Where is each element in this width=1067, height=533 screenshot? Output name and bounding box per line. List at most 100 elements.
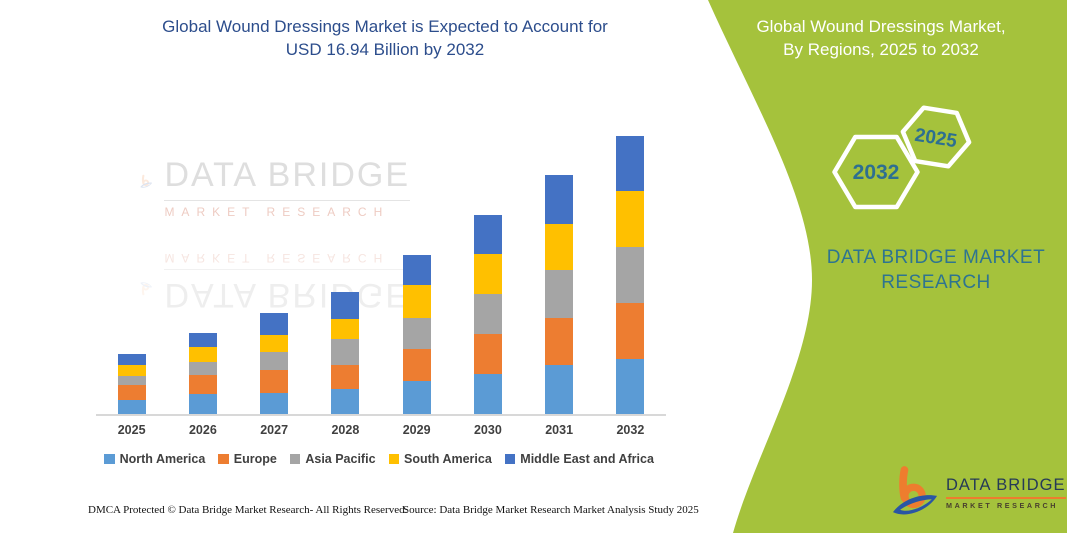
bar-segment <box>331 318 360 339</box>
brand-text-line2: RESEARCH <box>881 271 991 293</box>
page-title: Global Wound Dressings Market is Expecte… <box>88 16 682 62</box>
bar-segment <box>331 364 360 389</box>
hexagon-badges: 2032 2025 <box>832 105 972 210</box>
bar-segment <box>545 269 574 318</box>
bar-segment <box>117 385 146 401</box>
bar-segment <box>402 349 431 382</box>
legend-label: Middle East and Africa <box>520 452 654 466</box>
hexagon-2025-label: 2025 <box>913 125 958 152</box>
bar-segment <box>473 293 502 334</box>
bar-segment <box>188 394 217 414</box>
legend-swatch <box>388 453 400 465</box>
side-panel-brand-text: DATA BRIDGE MARKET RESEARCH <box>808 246 1064 295</box>
bar-segment <box>188 333 217 348</box>
bar-segment <box>260 313 289 335</box>
legend-label: Asia Pacific <box>305 452 376 466</box>
footer-copyright: DMCA Protected © Data Bridge Market Rese… <box>88 504 408 516</box>
hexagon-2025: 2025 <box>900 105 972 169</box>
bar-segment <box>188 347 217 363</box>
x-axis-label: 2031 <box>545 423 574 437</box>
bar-segment <box>117 353 146 366</box>
bar-segment <box>402 381 431 414</box>
side-panel-title-line2: By Regions, 2025 to 2032 <box>783 39 979 59</box>
bar-segment <box>473 333 502 374</box>
x-axis-line <box>96 414 666 416</box>
watermark-subtitle: MARKET RESEARCH <box>164 205 390 219</box>
x-axis-labels: 2025 2026 2027 2028 2029 2030 2031 2032 <box>96 423 666 439</box>
legend-item: North America <box>104 452 205 466</box>
bar-segment <box>616 191 645 248</box>
dbmr-logo-name: DATA BRIDGE <box>946 476 1066 495</box>
bar-2032 <box>616 136 645 414</box>
bar-segment <box>331 388 360 414</box>
x-axis-label: 2030 <box>473 423 502 437</box>
chart-plot-area <box>96 118 666 414</box>
bar-segment <box>331 338 360 365</box>
bar-2030 <box>473 215 502 414</box>
side-panel-title-line1: Global Wound Dressings Market, <box>756 17 1006 36</box>
legend-swatch <box>504 453 516 465</box>
x-axis-label: 2029 <box>402 423 431 437</box>
bar-segment <box>545 175 574 224</box>
legend-item: Middle East and Africa <box>504 452 654 466</box>
x-axis-label: 2026 <box>188 423 217 437</box>
bar-segment <box>260 370 289 394</box>
bar-segment <box>117 365 146 377</box>
bar-segment <box>188 362 217 376</box>
watermark: DATA BRIDGE MARKET RESEARCH <box>140 134 410 230</box>
bar-segment <box>260 334 289 353</box>
x-axis-label: 2028 <box>331 423 360 437</box>
legend-swatch <box>218 453 229 465</box>
bar-2025 <box>117 353 146 414</box>
dbmr-logo-divider <box>946 497 1066 499</box>
bar-2027 <box>260 313 289 414</box>
bar-segment <box>545 365 574 414</box>
hexagon-2032-label: 2032 <box>853 161 900 184</box>
bar-segment <box>188 375 217 395</box>
bar-segment <box>545 223 574 270</box>
bar-2028 <box>331 292 360 414</box>
legend-label: South America <box>404 452 492 466</box>
brand-text-line1: DATA BRIDGE MARKET <box>826 247 1046 268</box>
bar-segment <box>260 352 289 371</box>
bar-2031 <box>545 175 574 414</box>
page-title-line1: Global Wound Dressings Market is Expecte… <box>162 17 608 36</box>
page-title-line2: USD 16.94 Billion by 2032 <box>285 39 485 59</box>
legend-swatch <box>104 453 115 465</box>
bar-segment <box>331 292 360 319</box>
bar-segment <box>260 393 289 414</box>
bar-2029 <box>402 254 431 414</box>
chart-legend: North America Europe Asia Pacific South Ame… <box>88 452 670 466</box>
bar-segment <box>545 317 574 366</box>
hexagon-2032: 2032 <box>832 134 920 210</box>
bar-segment <box>473 373 502 414</box>
legend-item: Asia Pacific <box>289 452 376 466</box>
watermark-main: DATA BRIDGE MARKET RESEARCH <box>140 134 410 230</box>
bar-segment <box>117 400 146 414</box>
bar-segment <box>402 284 431 319</box>
bar-segment <box>402 254 431 285</box>
bar-segment <box>616 302 645 360</box>
x-axis-label: 2032 <box>616 423 645 437</box>
legend-item: Europe <box>218 452 277 466</box>
bar-segment <box>616 136 645 192</box>
legend-item: South America <box>388 452 492 466</box>
x-axis-label: 2027 <box>260 423 289 437</box>
dbmr-logo-subtitle: MARKET RESEARCH <box>946 500 1059 510</box>
bar-segment <box>616 247 645 303</box>
footer-source: Source: Data Bridge Market Research Mark… <box>403 504 699 516</box>
bar-segment <box>473 215 502 255</box>
watermark-divider <box>164 200 410 201</box>
bar-segment <box>616 359 645 414</box>
legend-label: Europe <box>233 452 277 466</box>
bar-segment <box>402 318 431 350</box>
legend-label: North America <box>119 452 206 466</box>
bar-segment <box>117 376 146 386</box>
legend-swatch <box>289 453 301 465</box>
bar-2026 <box>188 333 217 414</box>
bar-segment <box>473 254 502 294</box>
x-axis-label: 2025 <box>117 423 146 437</box>
watermark-name: DATA BRIDGE <box>164 156 410 194</box>
